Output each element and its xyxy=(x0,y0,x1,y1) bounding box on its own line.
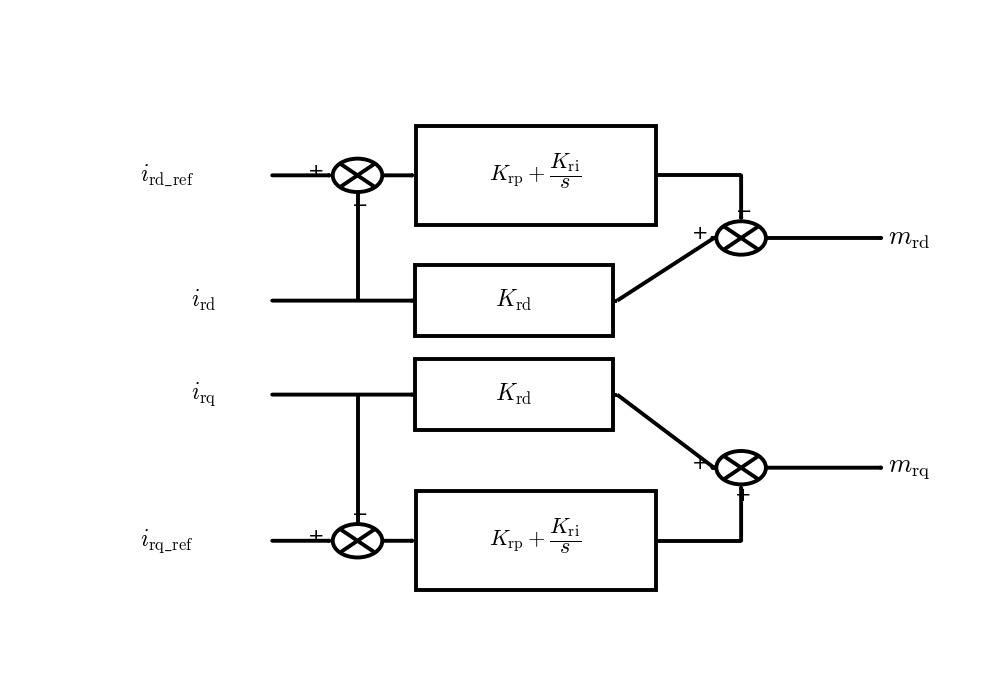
Text: $m_{\mathrm{rq}}$: $m_{\mathrm{rq}}$ xyxy=(888,455,931,481)
Text: $+$: $+$ xyxy=(734,486,751,505)
Text: $K_{\mathrm{rd}}$: $K_{\mathrm{rd}}$ xyxy=(495,288,533,313)
Text: $K_{\mathrm{rp}}+\dfrac{K_{\mathrm{ri}}}{s}$: $K_{\mathrm{rp}}+\dfrac{K_{\mathrm{ri}}}… xyxy=(489,151,582,191)
Text: $+$: $+$ xyxy=(691,454,707,473)
Bar xyxy=(416,125,656,225)
Text: $K_{\mathrm{rd}}$: $K_{\mathrm{rd}}$ xyxy=(495,382,533,407)
Text: $m_{\mathrm{rd}}$: $m_{\mathrm{rd}}$ xyxy=(888,225,931,251)
Circle shape xyxy=(333,524,382,557)
Text: $i_{\mathrm{rd}}$: $i_{\mathrm{rd}}$ xyxy=(191,288,216,313)
Text: $-$: $-$ xyxy=(351,194,367,213)
Circle shape xyxy=(716,221,766,255)
Text: $-$: $-$ xyxy=(735,200,751,219)
Text: $K_{\mathrm{rp}}+\dfrac{K_{\mathrm{ri}}}{s}$: $K_{\mathrm{rp}}+\dfrac{K_{\mathrm{ri}}}… xyxy=(489,517,582,557)
Bar xyxy=(415,265,613,336)
Text: $+$: $+$ xyxy=(691,224,707,243)
Bar xyxy=(415,359,613,430)
Text: $i_{\mathrm{rq\_ref}}$: $i_{\mathrm{rq\_ref}}$ xyxy=(140,527,194,555)
Text: $+$: $+$ xyxy=(307,161,324,180)
Text: $+$: $+$ xyxy=(307,527,324,546)
Circle shape xyxy=(716,451,766,484)
Bar xyxy=(416,491,656,591)
Text: $-$: $-$ xyxy=(351,503,367,522)
Text: $i_{\mathrm{rq}}$: $i_{\mathrm{rq}}$ xyxy=(191,381,216,408)
Text: $i_{\mathrm{rd\_ref}}$: $i_{\mathrm{rd\_ref}}$ xyxy=(140,163,195,188)
Circle shape xyxy=(333,159,382,192)
